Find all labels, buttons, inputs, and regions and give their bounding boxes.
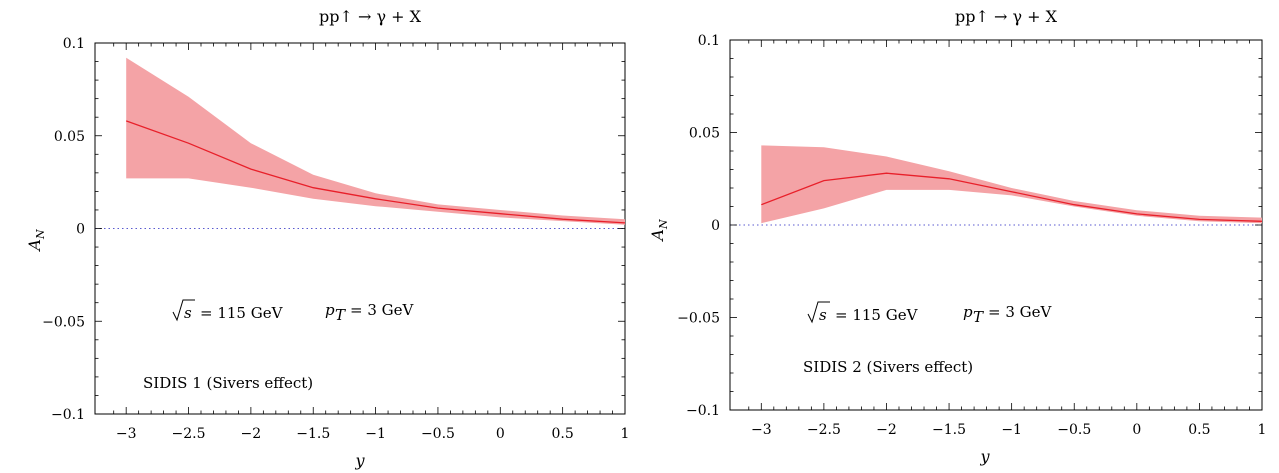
x-tick-label: −1.5 — [296, 426, 330, 442]
chart-panel-1: pp↑ → γ + X −3 −2.5 −2 −1.5 −1 −0.5 0 0.5 1 −0.1… — [25, 7, 629, 470]
x-tick-label: −0.5 — [1057, 422, 1091, 438]
x-tick-label: −3 — [116, 426, 137, 442]
chart-2-pt-subscript: T — [973, 308, 984, 326]
x-tick-label: −0.5 — [421, 426, 455, 442]
chart-2-y-axis-subscript: N — [657, 219, 670, 230]
x-tick-label: 0 — [1132, 422, 1141, 438]
chart-2-pt-value: = 3 GeV — [988, 303, 1053, 321]
chart-1-pt-value: = 3 GeV — [350, 301, 415, 319]
x-tick-label: −2 — [241, 426, 262, 442]
y-tick-label: 0 — [711, 218, 720, 234]
chart-1-pt-subscript: T — [335, 306, 346, 324]
chart-2-sqrt-symbol — [807, 301, 830, 324]
chart-1-y-axis-subscript: N — [34, 229, 47, 240]
chart-2-model-label: SIDIS 2 (Sivers effect) — [803, 358, 973, 376]
chart-1-y-ticks: −0.1 −0.05 0 0.05 0.1 — [42, 36, 625, 423]
x-tick-label: 1 — [1258, 422, 1267, 438]
x-tick-label: 0.5 — [1188, 422, 1210, 438]
chart-2-y-ticks: −0.1 −0.05 0 0.05 0.1 — [677, 33, 1262, 419]
chart-2-uncertainty-band — [761, 145, 1262, 224]
chart-2-x-axis-label: y — [979, 447, 990, 466]
x-tick-label: 0 — [496, 426, 505, 442]
chart-2-y-axis-label: AN — [648, 219, 670, 243]
y-tick-label: −0.05 — [42, 314, 85, 330]
x-tick-label: −1.5 — [932, 422, 966, 438]
chart-1-energy-value: = 115 GeV — [200, 304, 284, 322]
chart-panel-2: pp↑ → γ + X −3 −2.5 −2 −1.5 −1 −0.5 0 0.5 1 −0.1… — [648, 7, 1266, 466]
y-tick-label: 0.1 — [63, 36, 85, 52]
chart-1-sqrt-symbol — [172, 299, 195, 322]
chart-1-x-axis-label: y — [354, 451, 365, 470]
chart-2-x-ticks: −3 −2.5 −2 −1.5 −1 −0.5 0 0.5 1 — [748, 40, 1267, 438]
chart-2-pt-symbol: p — [963, 303, 973, 321]
chart-2-energy-value: = 115 GeV — [835, 306, 919, 324]
chart-2-title: pp↑ → γ + X — [955, 7, 1058, 26]
y-tick-label: −0.1 — [51, 407, 85, 423]
x-tick-label: −1 — [365, 426, 386, 442]
y-tick-label: 0.05 — [54, 129, 85, 145]
chart-2-series-line — [761, 172, 1263, 222]
x-tick-label: −2.5 — [172, 426, 206, 442]
chart-1-pt-symbol: p — [325, 301, 335, 319]
x-tick-label: −3 — [751, 422, 772, 438]
chart-1-series-line — [125, 120, 626, 224]
y-tick-label: 0.05 — [689, 126, 720, 142]
chart-2-sqrt-s: s — [819, 306, 827, 324]
x-tick-label: −2 — [876, 422, 897, 438]
x-tick-label: −2.5 — [807, 422, 841, 438]
chart-1-x-ticks: −3 −2.5 −2 −1.5 −1 −0.5 0 0.5 1 — [113, 43, 630, 442]
y-tick-label: −0.05 — [677, 311, 720, 327]
x-tick-label: −1 — [1001, 422, 1022, 438]
y-tick-label: −0.1 — [686, 403, 720, 419]
y-tick-label: 0.1 — [698, 33, 720, 49]
chart-1-y-axis-label: AN — [25, 229, 47, 253]
x-tick-label: 0.5 — [552, 426, 574, 442]
chart-1-title: pp↑ → γ + X — [319, 7, 422, 26]
chart-1-uncertainty-band — [126, 57, 625, 225]
x-tick-label: 1 — [621, 426, 630, 442]
y-tick-label: 0 — [76, 222, 85, 238]
chart-1-sqrt-s: s — [184, 304, 192, 322]
chart-1-model-label: SIDIS 1 (Sivers effect) — [143, 374, 313, 392]
